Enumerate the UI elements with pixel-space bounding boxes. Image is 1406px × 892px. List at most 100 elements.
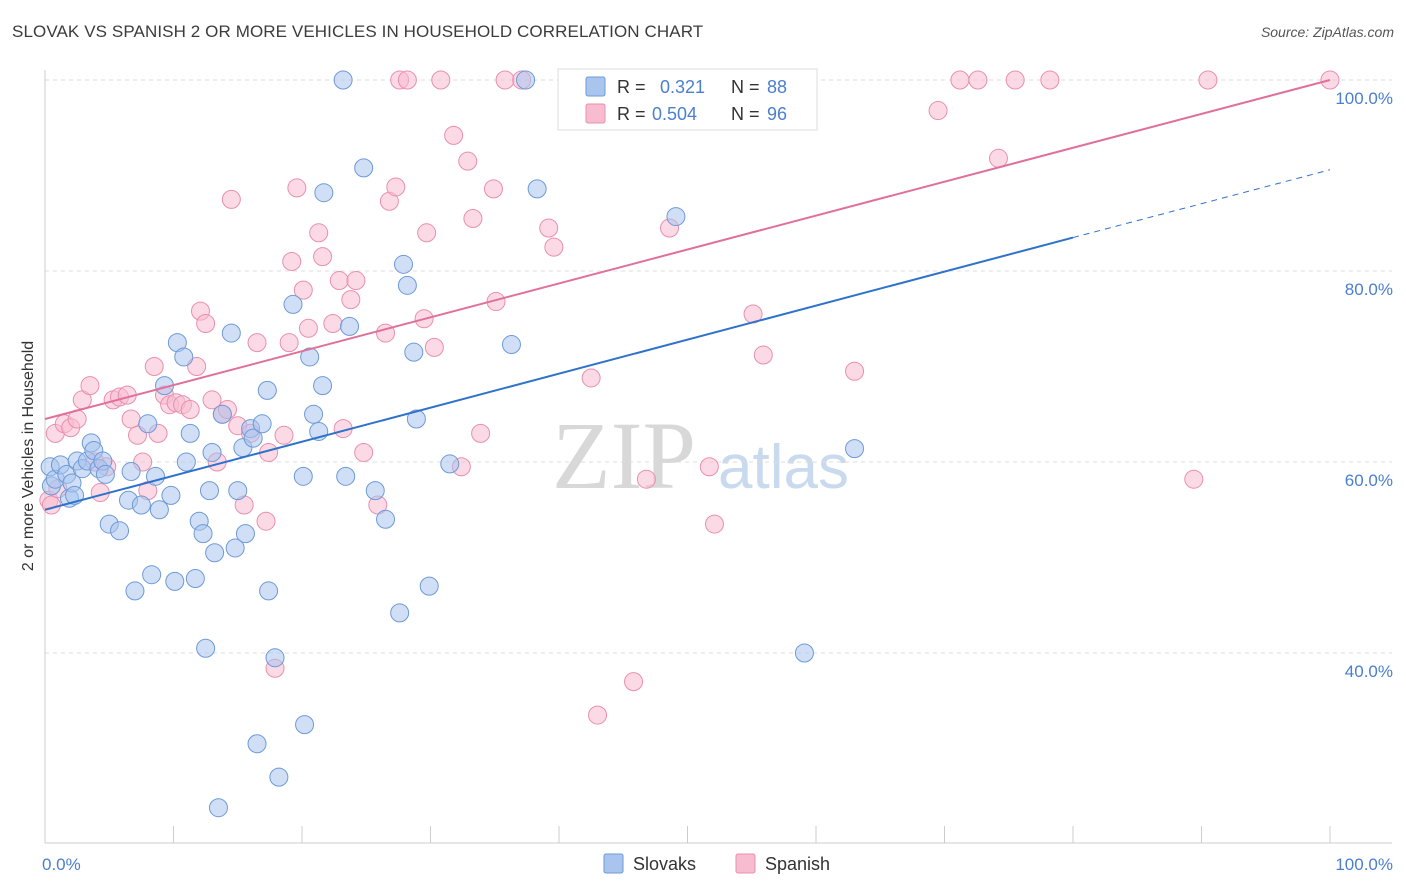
spanish-point — [704, 514, 724, 534]
slovaks-point — [185, 569, 205, 589]
spanish-point — [313, 247, 333, 267]
slovaks-point — [228, 481, 248, 501]
spanish-point — [287, 178, 307, 198]
spanish-point — [41, 495, 61, 515]
slovaks-point — [293, 466, 313, 486]
slovaks-point — [202, 442, 222, 462]
slovaks-point — [313, 376, 333, 396]
slovaks-point — [354, 158, 374, 178]
spanish-point — [202, 390, 222, 410]
slovaks-point — [193, 524, 213, 544]
slovaks-point — [501, 335, 521, 355]
slovaks-n-value: 88 — [767, 77, 787, 97]
spanish-point — [196, 314, 216, 334]
slovaks-point — [174, 347, 194, 367]
slovaks-point — [121, 462, 141, 482]
spanish-point — [539, 218, 559, 238]
slovaks-point — [265, 648, 285, 668]
spanish-legend-icon — [735, 853, 756, 874]
slovaks-trend-line — [44, 236, 1074, 511]
y-tick-label: 100.0% — [1335, 89, 1393, 108]
spanish-point — [588, 705, 608, 725]
slovaks-legend-icon — [603, 853, 624, 874]
stats-legend: R = 0.321 N = 88 R = 0.504 N = 96 — [557, 68, 818, 131]
slovaks-point — [247, 734, 267, 754]
slovaks-point — [125, 581, 145, 601]
slovaks-point — [419, 576, 439, 596]
series-legend: Slovaks Spanish — [603, 853, 830, 874]
slovaks-point — [176, 452, 196, 472]
slovaks-point — [406, 409, 426, 429]
spanish-point — [463, 208, 483, 228]
spanish-swatch-icon — [585, 103, 606, 124]
spanish-point — [753, 345, 773, 365]
spanish-point — [346, 271, 366, 291]
y-tick-label: 60.0% — [1345, 471, 1393, 490]
spanish-point — [329, 271, 349, 291]
spanish-point — [544, 237, 564, 257]
slovaks-point — [180, 423, 200, 443]
slovaks-trend-extension — [1072, 169, 1331, 239]
spanish-n-label: N = — [731, 104, 760, 124]
spanish-point — [274, 425, 294, 445]
spanish-point — [293, 280, 313, 300]
spanish-point — [1184, 469, 1204, 489]
slovaks-point — [161, 485, 181, 505]
spanish-point — [309, 223, 329, 243]
slovaks-point — [295, 715, 315, 735]
spanish-point — [247, 333, 267, 353]
slovaks-point — [235, 524, 255, 544]
chart-title: SLOVAK VS SPANISH 2 OR MORE VEHICLES IN … — [12, 22, 704, 41]
spanish-point — [279, 333, 299, 353]
spanish-point — [988, 148, 1008, 168]
y-axis-label: 2 or more Vehicles in Household — [20, 341, 37, 571]
spanish-point — [636, 469, 656, 489]
spanish-point — [417, 223, 437, 243]
spanish-point — [187, 357, 207, 376]
slovaks-point — [304, 404, 324, 424]
spanish-point — [354, 442, 374, 462]
spanish-point — [968, 70, 988, 90]
slovaks-r-label: R = — [617, 77, 646, 97]
watermark-zip: ZIP — [552, 402, 696, 509]
y-tick-label: 40.0% — [1345, 662, 1393, 681]
spanish-point — [180, 399, 200, 419]
slovaks-point — [845, 439, 865, 459]
spanish-point — [282, 251, 302, 271]
slovaks-point — [440, 454, 460, 474]
spanish-point — [323, 314, 343, 334]
spanish-point — [950, 70, 970, 90]
slovaks-swatch-icon — [585, 76, 606, 97]
spanish-n-value: 96 — [767, 104, 787, 124]
slovaks-point — [95, 464, 115, 484]
slovaks-point — [142, 565, 162, 585]
slovaks-point — [390, 603, 410, 623]
spanish-point — [495, 70, 515, 90]
spanish-point — [424, 337, 444, 357]
watermark-atlas: atlas — [718, 433, 849, 502]
slovaks-point — [394, 254, 414, 274]
slovaks-point — [376, 509, 396, 529]
y-tick-label: 80.0% — [1345, 280, 1393, 299]
spanish-r-label: R = — [617, 104, 646, 124]
slovaks-point — [225, 538, 245, 558]
spanish-point — [397, 70, 417, 90]
spanish-point — [221, 189, 241, 209]
slovaks-point — [149, 500, 169, 520]
spanish-point — [928, 101, 948, 121]
trend-lines — [44, 79, 1331, 511]
spanish-legend-label: Spanish — [765, 854, 830, 874]
spanish-point — [386, 177, 406, 197]
slovaks-point — [333, 70, 353, 90]
slovaks-legend-label: Slovaks — [633, 854, 696, 874]
slovaks-r-value: 0.321 — [660, 77, 705, 97]
spanish-points — [39, 70, 1340, 725]
spanish-point — [121, 409, 141, 429]
slovaks-point — [527, 179, 547, 199]
slovaks-points — [40, 70, 865, 818]
slovaks-point — [340, 316, 360, 336]
slovaks-point — [794, 643, 814, 663]
spanish-r-value: 0.504 — [652, 104, 697, 124]
slovaks-n-label: N = — [731, 77, 760, 97]
